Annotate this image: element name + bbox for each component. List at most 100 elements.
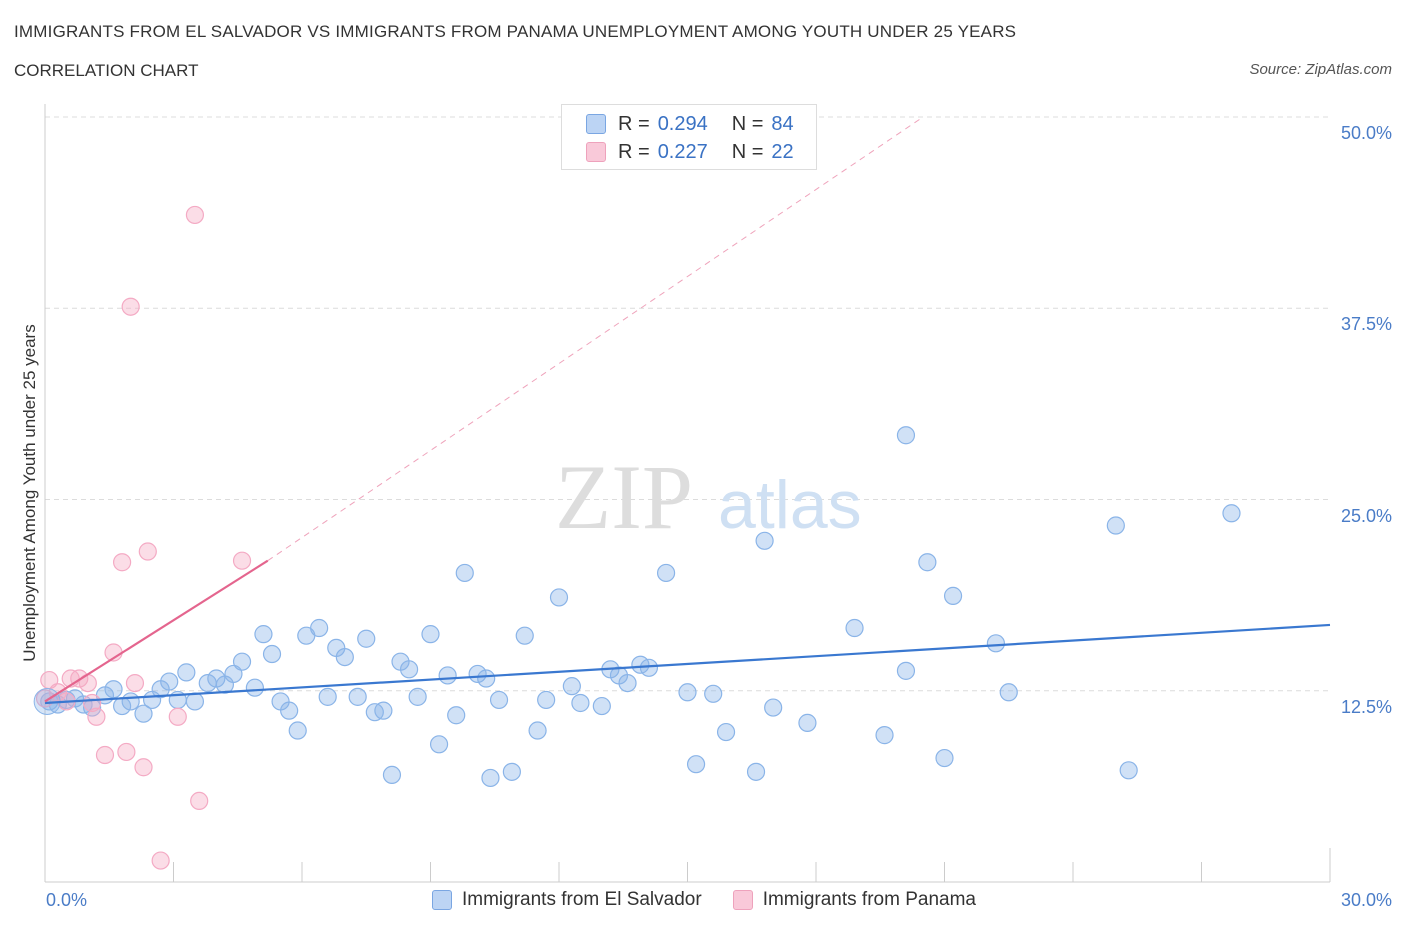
data-point-panama: [190, 791, 209, 811]
data-point-el-salvador: [875, 726, 894, 745]
legend-n-label: N =: [731, 140, 764, 163]
y-tick-label: 50.0%: [1340, 123, 1392, 143]
legend-swatch-panama: [732, 890, 753, 910]
data-point-el-salvador: [335, 647, 354, 667]
data-point-el-salvador: [374, 701, 393, 720]
data-point-el-salvador: [447, 706, 466, 725]
data-point-el-salvador: [421, 625, 440, 644]
gridlines: [45, 116, 1330, 692]
data-point-panama: [168, 707, 187, 726]
data-points: [33, 205, 1241, 870]
data-point-el-salvador: [134, 704, 153, 723]
data-point-el-salvador: [254, 625, 273, 644]
data-point-panama: [112, 553, 132, 572]
data-point-el-salvador: [489, 690, 509, 710]
chart-title: IMMIGRANTS FROM EL SALVADOR VS IMMIGRANT…: [14, 22, 1017, 41]
data-point-el-salvador: [935, 748, 954, 768]
data-point-el-salvador: [357, 629, 376, 648]
legend-n-value-panama: 22: [771, 140, 794, 163]
data-point-el-salvador: [232, 652, 252, 671]
legend-label-panama: Immigrants from Panama: [762, 889, 976, 910]
legend-n-label: N =: [731, 112, 764, 135]
data-point-el-salvador: [571, 693, 590, 713]
data-point-el-salvador: [245, 678, 264, 697]
data-point-el-salvador: [438, 666, 457, 685]
data-point-panama: [121, 297, 140, 316]
data-point-el-salvador: [455, 563, 474, 583]
data-point-el-salvador: [639, 658, 659, 677]
data-point-panama: [232, 551, 252, 570]
data-point-el-salvador: [262, 644, 282, 664]
trend-line-el-salvador: [44, 623, 1331, 705]
data-point-panama: [138, 542, 157, 561]
legend-swatch-panama: [586, 142, 606, 162]
data-point-panama: [125, 673, 145, 693]
data-point-el-salvador: [704, 684, 723, 703]
data-point-panama: [87, 707, 106, 726]
data-point-el-salvador: [515, 626, 534, 645]
legend-r-label: R =: [618, 140, 650, 163]
trend-lines: [44, 116, 1331, 705]
legend-n-value-el-salvador: 84: [771, 112, 794, 135]
data-point-el-salvador: [185, 692, 205, 711]
data-point-el-salvador: [918, 553, 937, 572]
legend-r-label: R =: [618, 112, 650, 135]
data-point-panama: [117, 742, 136, 762]
y-tick-label: 25.0%: [1340, 505, 1392, 526]
data-point-el-salvador: [943, 586, 963, 605]
data-point-el-salvador: [716, 722, 736, 742]
data-point-el-salvador: [746, 762, 766, 781]
data-point-el-salvador: [160, 672, 179, 691]
y-tick-label: 12.5%: [1340, 696, 1392, 717]
data-point-el-salvador: [896, 661, 916, 680]
data-point-el-salvador: [382, 765, 402, 785]
data-point-el-salvador: [986, 634, 1006, 653]
data-point-el-salvador: [288, 721, 307, 740]
data-point-el-salvador: [177, 663, 196, 682]
source-label: Source: ZipAtlas.com: [1249, 61, 1392, 78]
data-point-el-salvador: [845, 618, 864, 638]
legend-item-el-salvador: Immigrants from El Salvador: [432, 889, 702, 911]
data-point-el-salvador: [481, 768, 500, 788]
legend-item-panama: Immigrants from Panama: [732, 889, 976, 911]
legend-r-value-panama: 0.227: [657, 140, 708, 163]
data-point-el-salvador: [537, 690, 556, 710]
watermark-zip: ZIP: [555, 446, 693, 548]
data-point-el-salvador: [1119, 761, 1138, 780]
trend-line-panama: [44, 559, 269, 703]
data-point-el-salvador: [1222, 504, 1241, 523]
x-tick-label-min: 0.0%: [46, 890, 88, 910]
data-point-el-salvador: [764, 698, 783, 717]
data-point-el-salvador: [549, 588, 569, 607]
data-point-el-salvador: [618, 673, 637, 693]
data-point-el-salvador: [562, 677, 581, 696]
data-point-panama: [83, 693, 102, 713]
data-point-el-salvador: [528, 721, 547, 740]
legend-row-el-salvador: R = 0.294 N = 84: [586, 113, 794, 135]
data-point-el-salvador: [399, 660, 419, 679]
data-point-el-salvador: [318, 687, 337, 706]
data-point-el-salvador: [280, 701, 299, 720]
data-point-el-salvador: [468, 664, 487, 684]
correlation-legend: R = 0.294 N = 84 R = 0.227 N = 22: [561, 104, 817, 170]
legend-label-el-salvador: Immigrants from El Salvador: [462, 889, 702, 910]
data-point-el-salvador: [755, 531, 774, 550]
watermark: ZIP atlas: [555, 446, 862, 548]
data-point-el-salvador: [592, 696, 611, 716]
data-point-el-salvador: [656, 563, 676, 583]
data-point-el-salvador: [798, 713, 817, 732]
data-point-el-salvador: [896, 426, 916, 445]
data-point-el-salvador: [1106, 516, 1125, 535]
data-point-el-salvador: [104, 680, 123, 699]
data-point-panama: [185, 205, 205, 225]
data-point-panama: [134, 758, 153, 777]
data-point-el-salvador: [477, 669, 496, 688]
chart-subtitle: CORRELATION CHART: [14, 61, 199, 80]
watermark-atlas: atlas: [718, 467, 862, 543]
data-point-el-salvador: [429, 735, 449, 754]
data-point-panama: [151, 851, 170, 870]
axes: [44, 104, 1331, 883]
y-tick-label: 37.5%: [1340, 314, 1392, 335]
data-point-el-salvador: [999, 683, 1018, 702]
